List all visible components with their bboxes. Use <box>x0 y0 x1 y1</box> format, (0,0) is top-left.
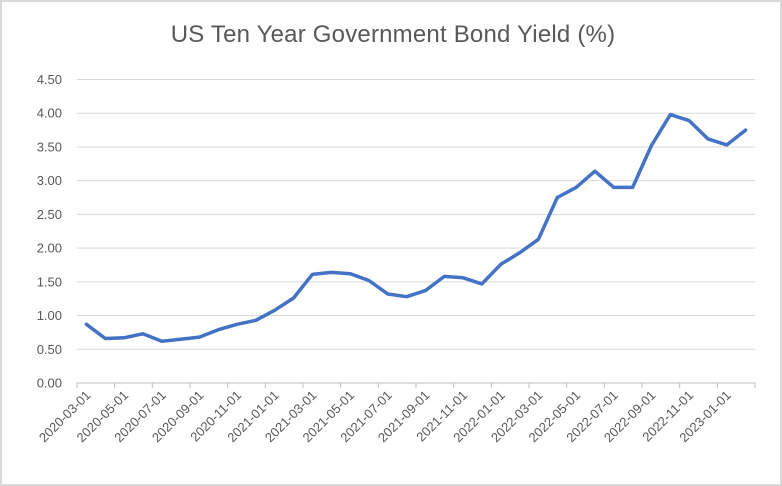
y-tick-label: 1.50 <box>37 274 62 289</box>
y-tick-label: 3.50 <box>37 139 62 154</box>
y-tick-label: 0.50 <box>37 342 62 357</box>
y-tick-label: 4.00 <box>37 106 62 121</box>
y-tick-label: 3.00 <box>37 173 62 188</box>
y-tick-label: 4.50 <box>37 72 62 87</box>
y-tick-label: 1.00 <box>37 308 62 323</box>
chart-title: US Ten Year Government Bond Yield (%) <box>170 21 616 48</box>
y-tick-label: 0.00 <box>37 376 62 391</box>
y-tick-label: 2.00 <box>37 241 62 256</box>
yield-line-series <box>84 112 748 343</box>
y-tick-label: 2.50 <box>37 207 62 222</box>
